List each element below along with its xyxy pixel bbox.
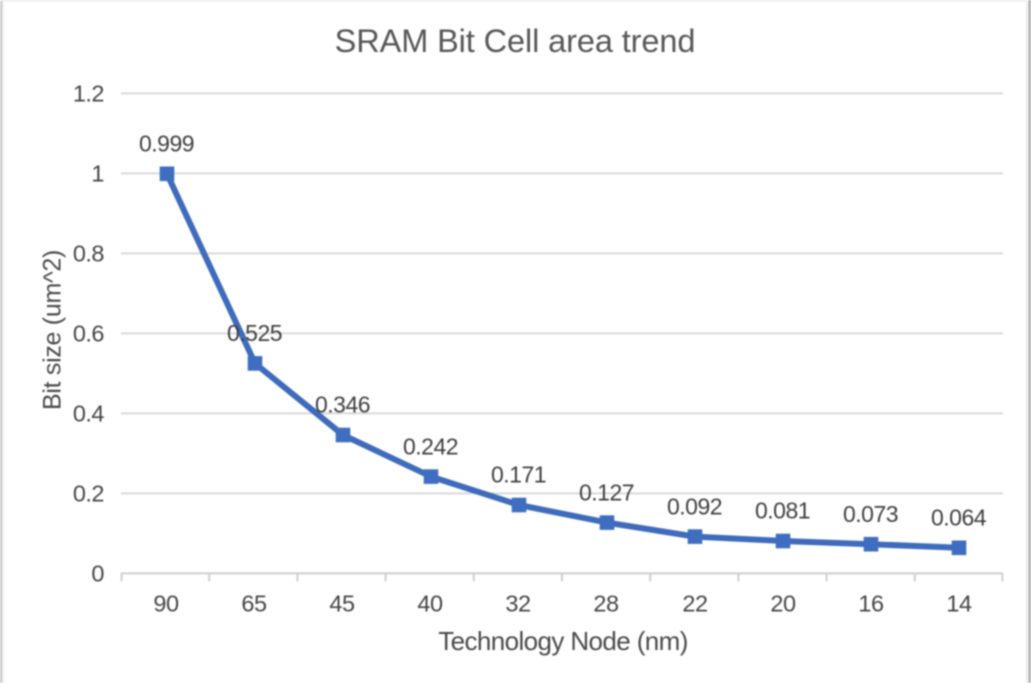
- svg-text:0.8: 0.8: [73, 240, 105, 266]
- svg-text:1: 1: [91, 160, 104, 186]
- svg-text:65: 65: [241, 591, 267, 617]
- svg-text:0.525: 0.525: [227, 320, 282, 346]
- svg-text:1.2: 1.2: [73, 80, 104, 106]
- svg-text:0.127: 0.127: [579, 479, 634, 505]
- svg-text:90: 90: [153, 591, 179, 617]
- svg-text:0.092: 0.092: [667, 493, 722, 519]
- svg-text:0.999: 0.999: [139, 131, 194, 157]
- svg-text:SRAM Bit Cell area trend: SRAM Bit Cell area trend: [335, 23, 696, 59]
- svg-text:32: 32: [505, 591, 530, 617]
- svg-text:0.6: 0.6: [73, 320, 105, 346]
- svg-text:Technology Node (nm): Technology Node (nm): [438, 626, 688, 656]
- svg-text:0.171: 0.171: [491, 462, 546, 488]
- svg-text:22: 22: [682, 591, 707, 617]
- svg-text:0.4: 0.4: [73, 400, 105, 426]
- svg-text:0.2: 0.2: [73, 480, 104, 506]
- svg-text:28: 28: [593, 591, 619, 617]
- svg-text:Bit size (um^2): Bit size (um^2): [39, 250, 67, 410]
- svg-text:20: 20: [770, 591, 796, 617]
- svg-text:0.064: 0.064: [931, 505, 987, 531]
- svg-text:0.081: 0.081: [755, 498, 810, 524]
- svg-text:16: 16: [858, 591, 884, 617]
- svg-text:14: 14: [946, 591, 972, 617]
- svg-text:0.242: 0.242: [403, 433, 458, 459]
- svg-text:0.346: 0.346: [315, 392, 370, 418]
- svg-text:0: 0: [91, 560, 104, 586]
- svg-text:0.073: 0.073: [843, 501, 898, 527]
- svg-text:45: 45: [329, 591, 355, 617]
- svg-text:40: 40: [417, 591, 443, 617]
